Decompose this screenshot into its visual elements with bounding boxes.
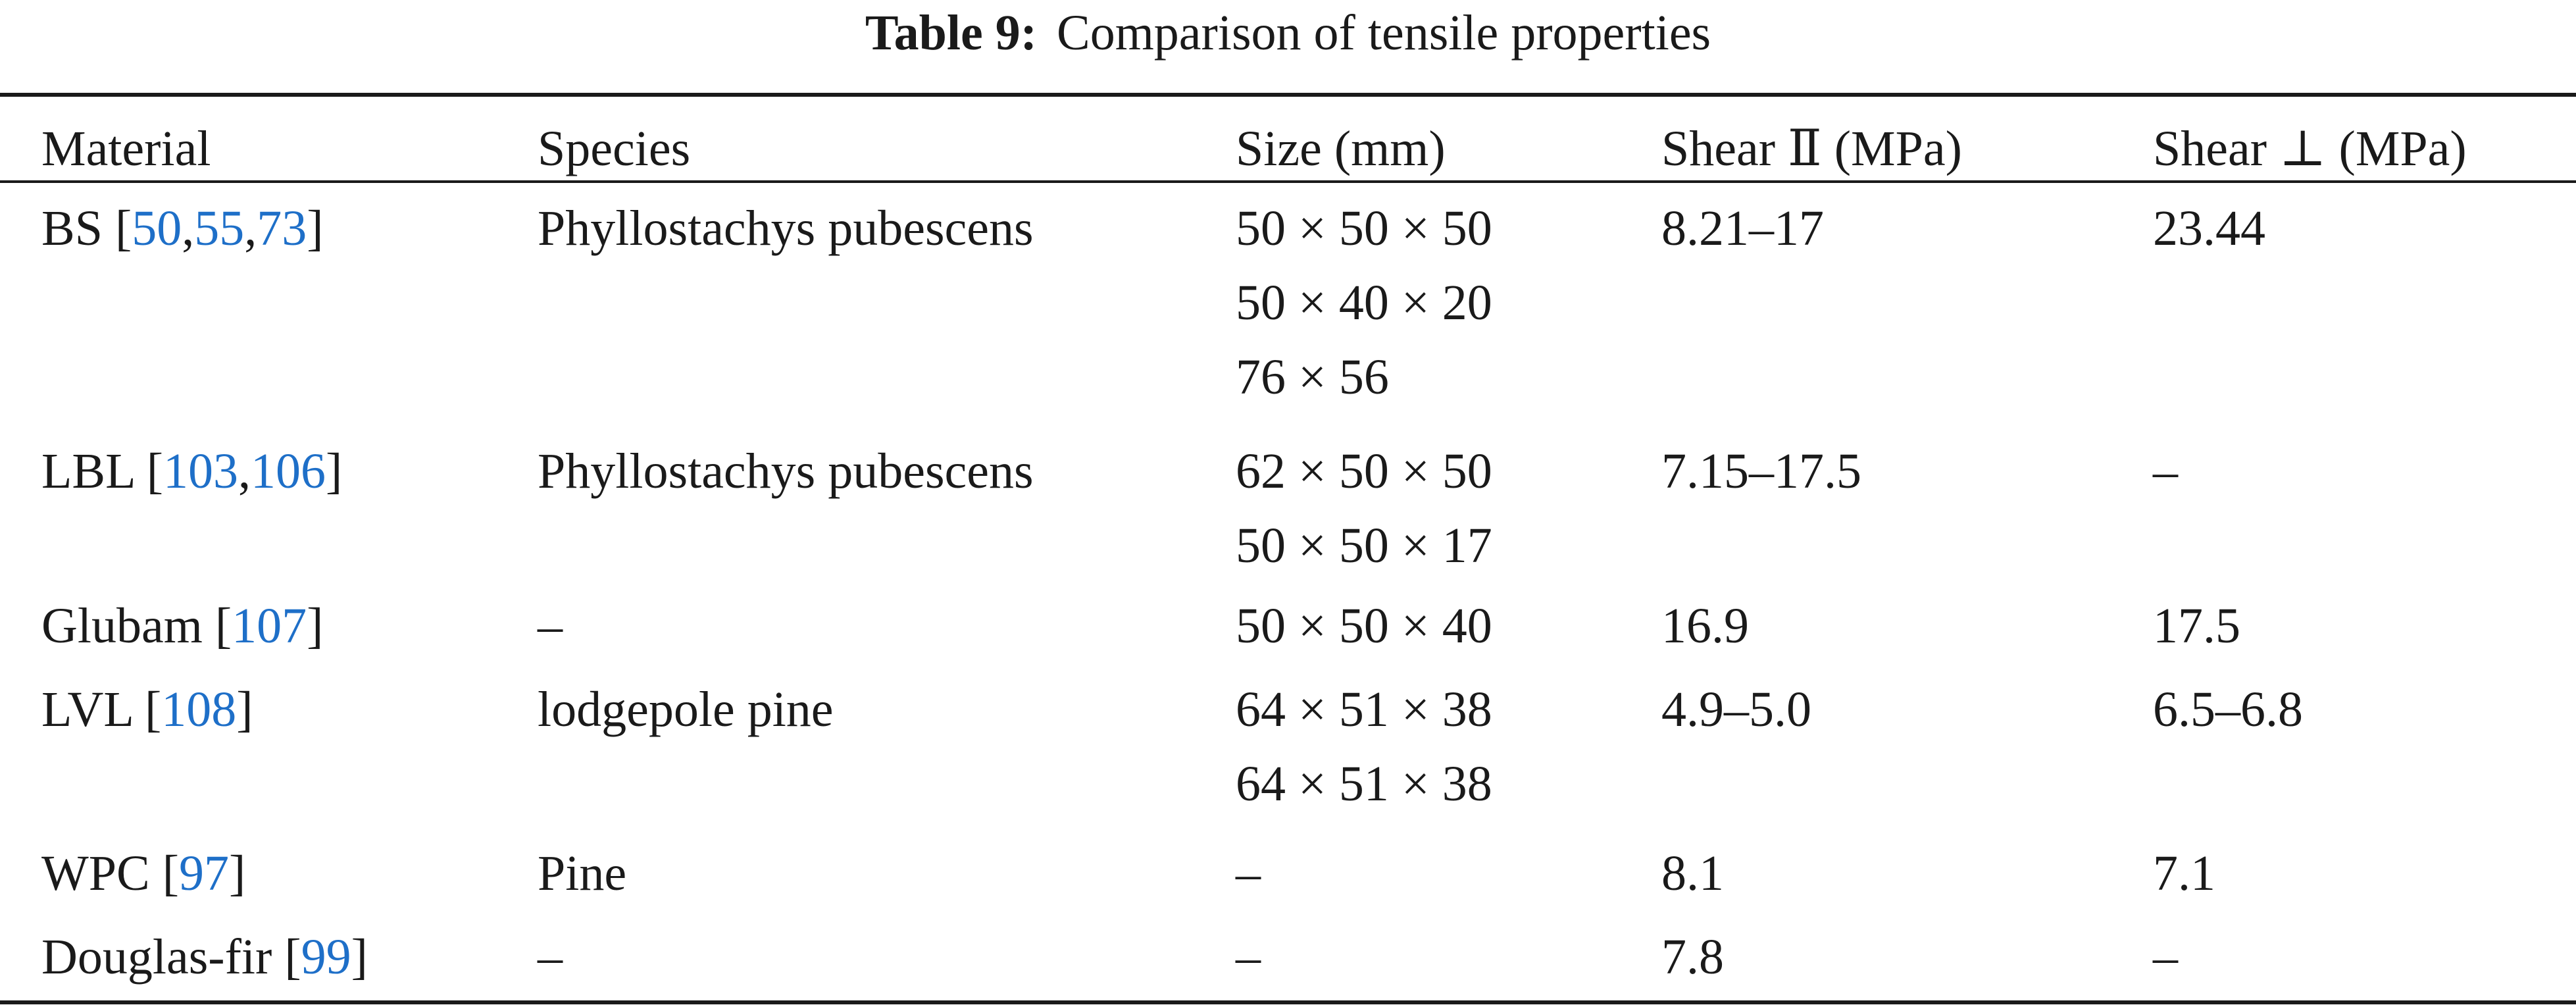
cell-material: Glubam [107] [41, 598, 324, 654]
citation-link[interactable]: 108 [161, 682, 237, 737]
cell-size: 50 × 50 × 40 [1236, 589, 1492, 663]
citation-link[interactable]: 99 [301, 929, 351, 985]
header-shear-parallel: Shear Ⅱ (MPa) [1661, 121, 1962, 176]
citation-link[interactable]: 107 [232, 598, 307, 654]
reference-separator: , [182, 201, 195, 256]
cell-shear-parallel: 8.1 [1661, 846, 1724, 901]
size-value: 64 × 51 × 38 [1236, 756, 1492, 812]
size-value: 76 × 56 [1236, 349, 1389, 405]
material-name: LVL [41, 682, 132, 737]
table-bottom-rule [0, 1000, 2576, 1004]
cell-material: WPC [97] [41, 846, 246, 901]
cell-material: Douglas-fir [99] [41, 929, 368, 985]
citation-link[interactable]: 73 [257, 201, 307, 256]
header-material: Material [41, 121, 211, 176]
material-name: BS [41, 201, 103, 256]
cell-material: LBL [103,106] [41, 444, 343, 499]
cell-shear-parallel: 4.9–5.0 [1661, 682, 1811, 737]
size-value: 62 × 50 × 50 [1236, 444, 1492, 499]
citation-link[interactable]: 97 [179, 846, 230, 901]
header-shear-perpendicular: Shear ⊥ (MPa) [2153, 121, 2467, 176]
cell-size: 50 × 50 × 50 50 × 40 × 20 76 × 56 [1236, 192, 1492, 415]
reference-separator: , [244, 201, 257, 256]
cell-species: Phyllostachys pubescens [538, 201, 1034, 256]
citation-link[interactable]: 103 [163, 444, 239, 499]
header-size: Size (mm) [1236, 121, 1446, 176]
size-value: – [1236, 846, 1261, 901]
material-name: WPC [41, 846, 150, 901]
table-caption-text: Comparison of tensile properties [1057, 5, 1711, 61]
cell-shear-perpendicular: – [2153, 929, 2178, 985]
table-caption: Table 9: Comparison of tensile properties [0, 0, 2576, 79]
cell-shear-perpendicular: 6.5–6.8 [2153, 682, 2303, 737]
cell-species: Pine [538, 846, 627, 901]
material-name: LBL [41, 444, 134, 499]
cell-size: – [1236, 837, 1261, 911]
size-value: 50 × 50 × 50 [1236, 201, 1492, 256]
size-value: 50 × 50 × 40 [1236, 598, 1492, 654]
cell-size: 64 × 51 × 38 64 × 51 × 38 [1236, 673, 1492, 821]
cell-shear-parallel: 7.15–17.5 [1661, 444, 1861, 499]
cell-material: BS [50,55,73] [41, 201, 324, 256]
cell-material: LVL [108] [41, 682, 253, 737]
size-value: 50 × 40 × 20 [1236, 275, 1492, 330]
material-name: Glubam [41, 598, 203, 654]
size-value: – [1236, 929, 1261, 985]
cell-shear-perpendicular: – [2153, 444, 2178, 499]
cell-shear-parallel: 16.9 [1661, 598, 1749, 654]
size-value: 64 × 51 × 38 [1236, 682, 1492, 737]
table-caption-label: Table 9: [865, 5, 1037, 61]
table-header-rule [0, 180, 2576, 183]
cell-species: Phyllostachys pubescens [538, 444, 1034, 499]
cell-shear-perpendicular: 7.1 [2153, 846, 2215, 901]
citation-link[interactable]: 55 [194, 201, 245, 256]
material-name: Douglas-fir [41, 929, 272, 985]
citation-link[interactable]: 106 [251, 444, 326, 499]
cell-shear-parallel: 7.8 [1661, 929, 1724, 985]
size-value: 50 × 50 × 17 [1236, 518, 1492, 573]
cell-shear-parallel: 8.21–17 [1661, 201, 1824, 256]
cell-shear-perpendicular: 17.5 [2153, 598, 2240, 654]
cell-shear-perpendicular: 23.44 [2153, 201, 2265, 256]
table-top-rule [0, 93, 2576, 97]
cell-species: lodgepole pine [538, 682, 834, 737]
header-species: Species [538, 121, 691, 176]
cell-species: – [538, 598, 563, 654]
citation-link[interactable]: 50 [132, 201, 182, 256]
cell-size: – [1236, 920, 1261, 994]
reference-separator: , [238, 444, 251, 499]
cell-size: 62 × 50 × 50 50 × 50 × 17 [1236, 434, 1492, 583]
cell-species: – [538, 929, 563, 985]
